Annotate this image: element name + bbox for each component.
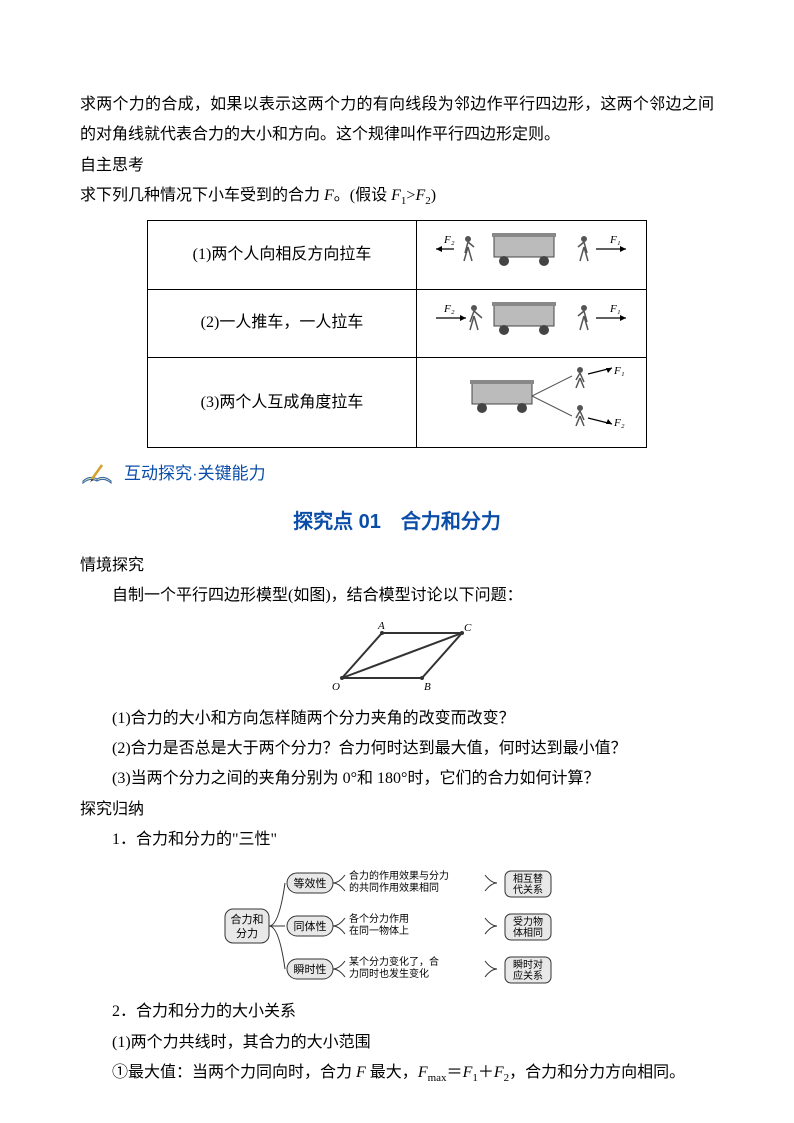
situation-label: 情境探究	[80, 551, 714, 581]
cart-angle-icon: F₁ F₂	[432, 366, 632, 428]
summary-item-2-1-1: ①最大值：当两个力同向时，合力 F 最大，Fmax＝F1＋F2，合力和分力方向相…	[80, 1058, 714, 1089]
cart-table: (1)两个人向相反方向拉车 F₂ F₁ (2)一人推车，一	[147, 220, 647, 448]
t-end: ，合力和分力方向相同。	[509, 1064, 685, 1081]
cart-diagram-2: F₂ F₁	[417, 289, 647, 357]
svg-text:应关系: 应关系	[513, 969, 543, 982]
svg-text:同体性: 同体性	[294, 919, 327, 933]
q-F1: F	[391, 187, 401, 204]
svg-text:代关系: 代关系	[513, 883, 543, 896]
t-Fmax: F	[418, 1064, 428, 1081]
parallelogram-figure: A C O B	[80, 618, 714, 698]
svg-text:瞬时性: 瞬时性	[294, 962, 327, 976]
svg-text:受力物: 受力物	[513, 915, 543, 928]
section-header-text: 互动探究·关键能力	[124, 458, 266, 490]
svg-text:各个分力作用: 各个分力作用	[349, 912, 409, 925]
svg-text:某个分力变化了，合: 某个分力变化了，合	[349, 955, 439, 968]
table-row: (3)两个人互成角度拉车 F₁ F₂	[148, 358, 647, 448]
svg-text:力同时也发生变化: 力同时也发生变化	[349, 967, 429, 980]
svg-text:A: A	[377, 620, 385, 632]
svg-text:F₁: F₁	[609, 234, 621, 246]
svg-text:合力的作用效果与分力: 合力的作用效果与分力	[349, 869, 449, 882]
t-F1: F	[463, 1064, 473, 1081]
cart-label-1: (1)两个人向相反方向拉车	[148, 221, 417, 289]
parallelogram-icon: A C O B	[312, 618, 482, 698]
svg-text:分力: 分力	[236, 927, 258, 940]
svg-text:的共同作用效果相同: 的共同作用效果相同	[349, 881, 439, 894]
svg-text:在同一物体上: 在同一物体上	[349, 924, 409, 937]
cart-push-pull-icon: F₂ F₁	[432, 298, 632, 338]
situation-desc: 自制一个平行四边形模型(如图)，结合模型讨论以下问题：	[80, 581, 714, 611]
svg-text:C: C	[464, 622, 472, 634]
self-think-label: 自主思考	[80, 151, 714, 181]
question-1: (1)合力的大小和方向怎样随两个分力夹角的改变而改变？	[80, 704, 714, 734]
q-end: )	[431, 187, 436, 204]
t-eq: ＝	[447, 1064, 463, 1081]
svg-text:F₂: F₂	[443, 303, 455, 315]
cart-opposite-icon: F₂ F₁	[432, 229, 632, 269]
t-F2: F	[494, 1064, 504, 1081]
summary-item-2: 2．合力和分力的大小关系	[80, 997, 714, 1027]
svg-text:等效性: 等效性	[294, 876, 327, 890]
t-plus: ＋	[478, 1064, 494, 1081]
t-pre: ①最大值：当两个力同向时，合力	[112, 1064, 356, 1081]
cart-label-3: (3)两个人互成角度拉车	[148, 358, 417, 448]
q-pre: 求下列几种情况下小车受到的合力	[80, 187, 324, 204]
cart-diagram-1: F₂ F₁	[417, 221, 647, 289]
svg-text:瞬时对: 瞬时对	[513, 958, 543, 971]
question-3: (3)当两个分力之间的夹角分别为 0°和 180°时，它们的合力如何计算？	[80, 764, 714, 794]
cart-table-wrap: (1)两个人向相反方向拉车 F₂ F₁ (2)一人推车，一	[80, 220, 714, 448]
svg-text:F₁: F₁	[613, 366, 625, 377]
t-max: max	[428, 1072, 447, 1084]
svg-text:B: B	[424, 681, 431, 693]
cart-diagram-3: F₁ F₂	[417, 358, 647, 448]
q-mid: 。(假设	[334, 187, 391, 204]
summary-label: 探究归纳	[80, 795, 714, 825]
summary-item-2-1: (1)两个力共线时，其合力的大小范围	[80, 1028, 714, 1058]
concept-map-figure: 合力和 分力 等效性 合力的作用效果与分力 的共同作用效果相同 相互替 代关系 …	[80, 861, 714, 991]
table-row: (2)一人推车，一人拉车 F₂ F₁	[148, 289, 647, 357]
paragraph-intro: 求两个力的合成，如果以表示这两个力的有向线段为邻边作平行四边形，这两个邻边之间的…	[80, 90, 714, 151]
t-mid: 最大，	[366, 1064, 418, 1081]
concept-map-icon: 合力和 分力 等效性 合力的作用效果与分力 的共同作用效果相同 相互替 代关系 …	[217, 861, 577, 991]
book-icon	[80, 461, 114, 489]
q-F: F	[324, 187, 334, 204]
summary-item-1: 1．合力和分力的"三性"	[80, 825, 714, 855]
cart-question: 求下列几种情况下小车受到的合力 F。(假设 F1>F2)	[80, 181, 714, 212]
svg-text:F₂: F₂	[443, 234, 455, 246]
svg-text:F₁: F₁	[609, 303, 621, 315]
svg-text:O: O	[332, 681, 340, 693]
cart-label-2: (2)一人推车，一人拉车	[148, 289, 417, 357]
inquiry-heading: 探究点 01 合力和分力	[80, 503, 714, 541]
q-F2: F	[415, 187, 425, 204]
svg-text:合力和: 合力和	[231, 912, 264, 926]
section-header: 互动探究·关键能力	[80, 458, 714, 490]
svg-text:体相同: 体相同	[513, 926, 543, 939]
question-2: (2)合力是否总是大于两个分力？合力何时达到最大值，何时达到最小值？	[80, 734, 714, 764]
svg-text:F₂: F₂	[613, 417, 625, 428]
t-F: F	[356, 1064, 366, 1081]
svg-text:相互替: 相互替	[513, 872, 543, 885]
table-row: (1)两个人向相反方向拉车 F₂ F₁	[148, 221, 647, 289]
